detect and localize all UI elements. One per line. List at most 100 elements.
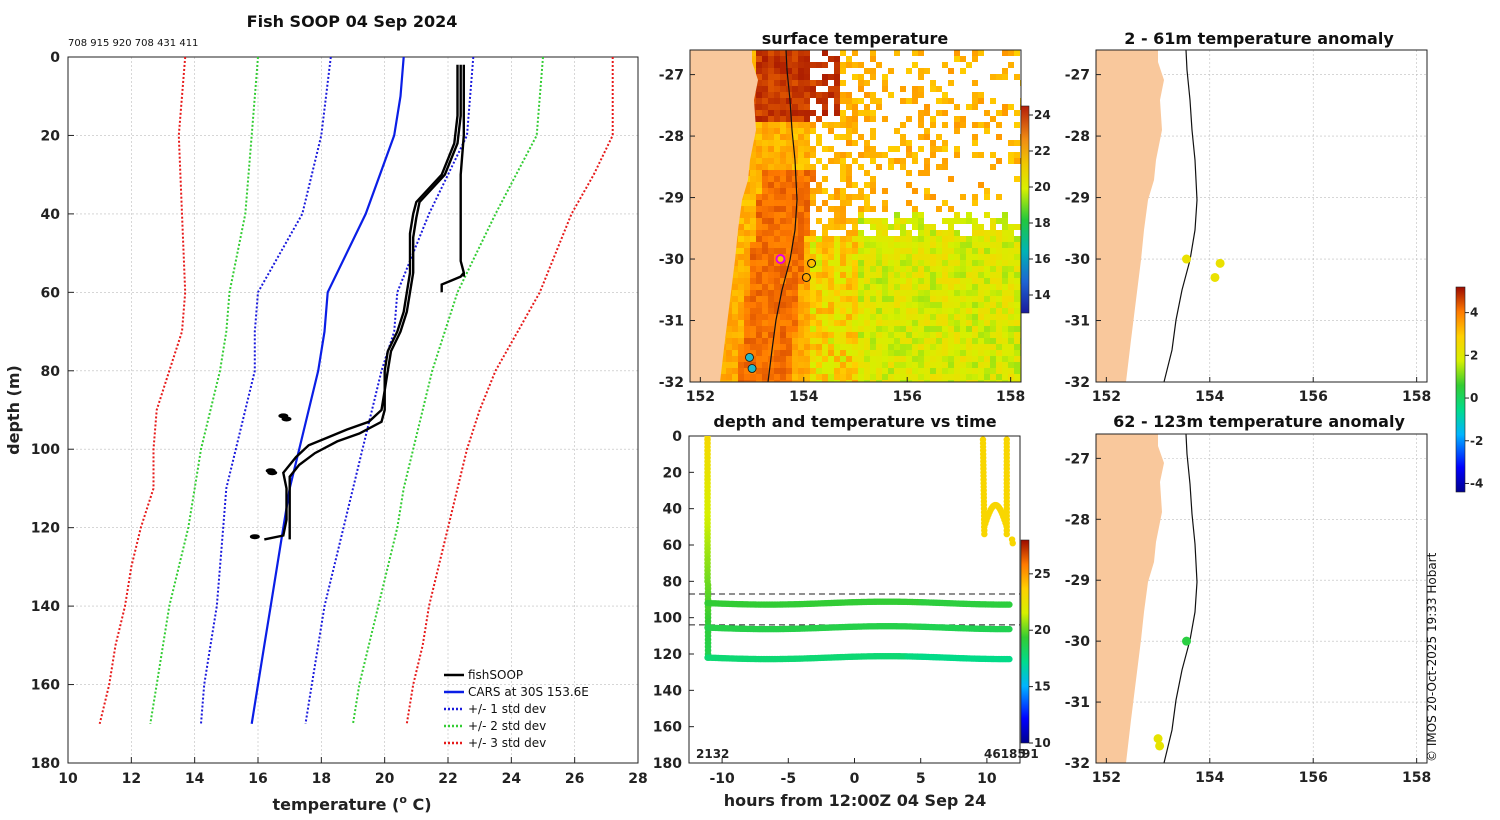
sst-pixel <box>954 230 960 236</box>
sst-pixel <box>912 92 918 98</box>
sst-pixel <box>738 332 744 338</box>
sst-pixel <box>876 62 882 68</box>
sst-pixel <box>1014 374 1020 380</box>
profile-fish-blob <box>267 470 278 476</box>
sst-pixel <box>936 290 942 296</box>
sst-pixel <box>804 284 810 290</box>
sst-pixel <box>756 158 762 164</box>
sst-pixel <box>1008 158 1014 164</box>
sst-pixel <box>870 302 876 308</box>
sst-pixel <box>822 62 828 68</box>
sst-pixel <box>786 356 792 362</box>
sst-pixel <box>1002 50 1008 56</box>
sst-pixel <box>906 236 912 242</box>
sst-pixel <box>870 188 876 194</box>
sst-pixel <box>822 254 828 260</box>
anomaly-colorbar-group: -4-2024 <box>1455 286 1483 493</box>
sst-pixel <box>780 356 786 362</box>
sst-pixel <box>738 248 744 254</box>
sst-pixel <box>936 242 942 248</box>
sst-pixel <box>756 338 762 344</box>
sst-pixel <box>798 152 804 158</box>
timeseries-colorbar <box>1020 539 1030 744</box>
sst-pixel <box>798 86 804 92</box>
sst-pixel <box>834 68 840 74</box>
sst-pixel <box>798 134 804 140</box>
sst-pixel <box>798 272 804 278</box>
sst-pixel <box>960 362 966 368</box>
sst-pixel <box>882 116 888 122</box>
sst-pixel <box>834 260 840 266</box>
sst-pixel <box>990 266 996 272</box>
sst-pixel <box>870 206 876 212</box>
sst-pixel <box>864 338 870 344</box>
profile-xtick-label: 14 <box>185 771 205 787</box>
sst-pixel <box>924 302 930 308</box>
sst-pixel <box>870 218 876 224</box>
sst-pixel <box>816 182 822 188</box>
sst-pixel <box>852 194 858 200</box>
sst-pixel <box>804 266 810 272</box>
sst-pixel <box>762 194 768 200</box>
sst-pixel <box>780 86 786 92</box>
sst-pixel <box>828 254 834 260</box>
sst-pixel <box>816 248 822 254</box>
sst-pixel <box>888 308 894 314</box>
sst-pixel <box>888 266 894 272</box>
sst-pixel <box>810 302 816 308</box>
sst-pixel <box>780 308 786 314</box>
sst-pixel <box>780 278 786 284</box>
sst-pixel <box>936 308 942 314</box>
sst-pixel <box>858 152 864 158</box>
sst-pixel <box>960 332 966 338</box>
sst-pixel <box>966 290 972 296</box>
sst-pixel <box>1008 332 1014 338</box>
sst-pixel <box>978 260 984 266</box>
sst-pixel <box>924 170 930 176</box>
sst-pixel <box>948 206 954 212</box>
sst-pixel <box>780 104 786 110</box>
sst-pixel <box>924 266 930 272</box>
sst-pixel <box>996 194 1002 200</box>
sst-pixel <box>762 200 768 206</box>
sst-pixel <box>876 350 882 356</box>
sst-pixel <box>918 356 924 362</box>
sst-pixel <box>870 98 876 104</box>
sst-pixel <box>978 374 984 380</box>
sst-pixel <box>918 290 924 296</box>
sst-pixel <box>972 338 978 344</box>
sst-pixel <box>780 62 786 68</box>
sst-pixel <box>948 320 954 326</box>
sst-pixel <box>846 170 852 176</box>
sst-pixel <box>840 344 846 350</box>
sst-pixel <box>894 50 900 56</box>
anomaly-shallow-title: 2 - 61m temperature anomaly <box>1124 29 1394 48</box>
sst-pixel <box>918 362 924 368</box>
sst-pixel <box>966 260 972 266</box>
sst-pixel <box>822 290 828 296</box>
sst-pixel <box>786 344 792 350</box>
sst-pixel <box>840 92 846 98</box>
anomaly-deep-xtick-label: 158 <box>1402 770 1431 786</box>
sst-pixel <box>858 260 864 266</box>
sst-pixel <box>972 362 978 368</box>
sst-pixel <box>750 224 756 230</box>
sst-pixel <box>768 296 774 302</box>
sst-pixel <box>834 158 840 164</box>
sst-pixel <box>768 98 774 104</box>
sst-pixel <box>912 320 918 326</box>
sst-pixel <box>948 266 954 272</box>
sst-pixel <box>972 278 978 284</box>
sst-pixel <box>888 284 894 290</box>
sst-pixel <box>804 152 810 158</box>
sst-pixel <box>1002 314 1008 320</box>
sst-pixel <box>864 362 870 368</box>
sst-pixel <box>756 188 762 194</box>
sst-pixel <box>750 152 756 158</box>
sst-pixel <box>882 374 888 380</box>
sst-pixel <box>810 308 816 314</box>
sst-pixel <box>1014 368 1020 374</box>
sst-pixel <box>798 344 804 350</box>
sst-pixel <box>786 116 792 122</box>
sst-pixel <box>924 380 930 382</box>
